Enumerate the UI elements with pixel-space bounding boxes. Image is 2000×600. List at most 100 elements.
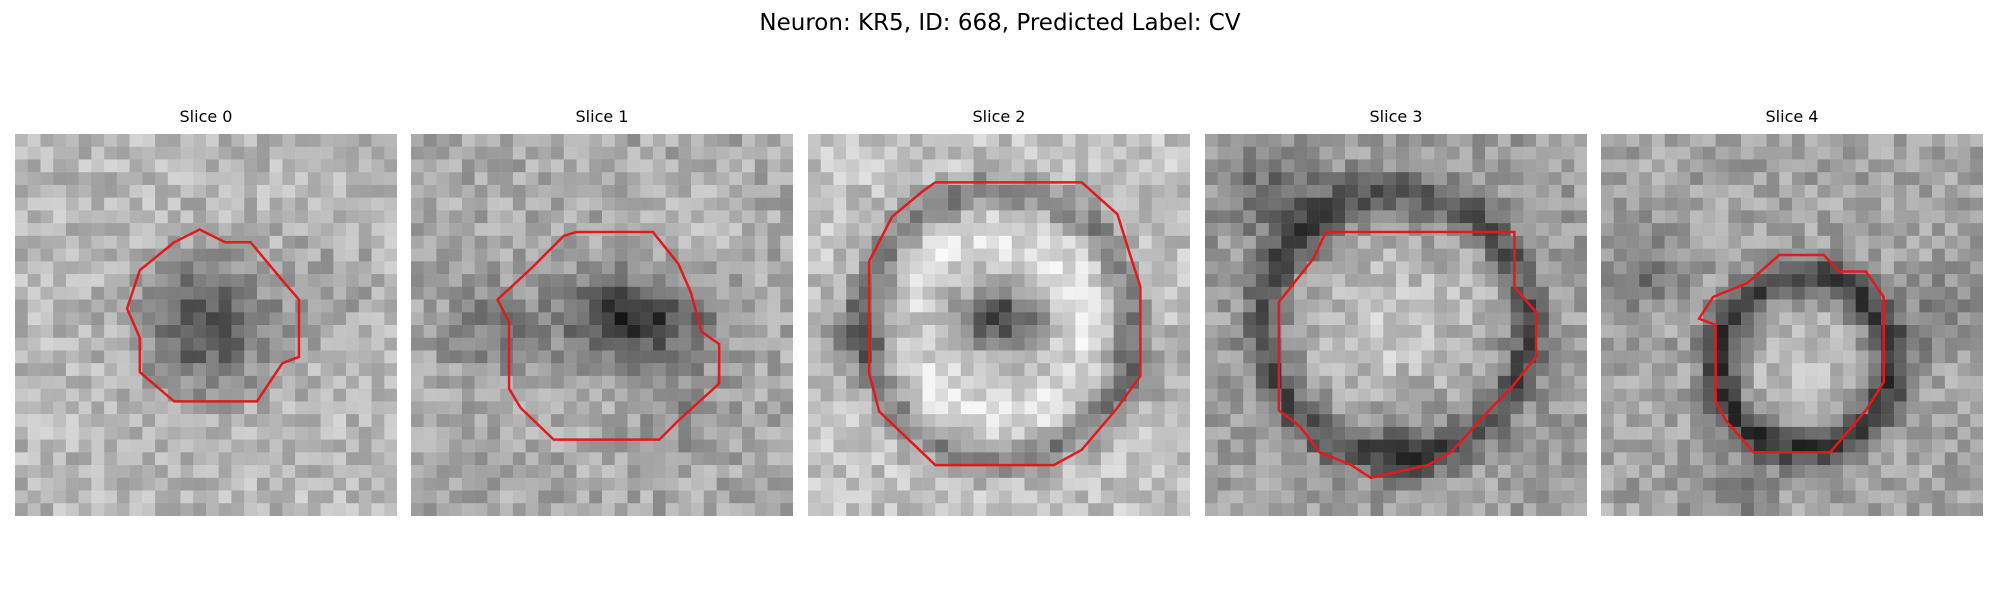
image-pixel: [1906, 172, 1920, 186]
image-pixel: [1830, 452, 1844, 466]
image-pixel: [206, 337, 219, 351]
image-pixel: [1639, 452, 1653, 466]
image-pixel: [960, 375, 974, 389]
image-pixel: [909, 134, 923, 147]
image-pixel: [1446, 325, 1460, 338]
image-pixel: [1906, 350, 1920, 364]
image-pixel: [53, 134, 67, 147]
image-pixel: [371, 261, 385, 275]
image-pixel: [333, 146, 347, 160]
image-pixel: [909, 159, 923, 173]
image-pixel: [1626, 210, 1640, 224]
image-pixel: [551, 426, 565, 440]
image-pixel: [307, 363, 321, 377]
image-pixel: [884, 452, 898, 466]
image-pixel: [909, 261, 923, 275]
image-pixel: [1396, 184, 1409, 198]
image-pixel: [1151, 452, 1165, 466]
image-pixel: [333, 235, 347, 249]
image-pixel: [1804, 503, 1818, 516]
image-pixel: [1893, 210, 1907, 224]
image-pixel: [91, 337, 105, 351]
image-pixel: [231, 223, 245, 237]
image-pixel: [1319, 197, 1333, 211]
image-pixel: [1370, 363, 1384, 377]
image-pixel: [1294, 172, 1308, 186]
image-pixel: [999, 401, 1012, 415]
image-pixel: [1472, 426, 1486, 440]
image-pixel: [1690, 159, 1704, 173]
image-pixel: [652, 477, 666, 491]
image-pixel: [1383, 388, 1397, 402]
image-pixel: [206, 503, 219, 516]
image-pixel: [40, 235, 54, 249]
image-pixel: [1919, 503, 1933, 516]
image-pixel: [833, 235, 847, 249]
image-pixel: [1715, 477, 1729, 491]
image-pixel: [65, 299, 79, 313]
image-pixel: [1088, 414, 1102, 428]
image-pixel: [1574, 401, 1587, 415]
image-pixel: [282, 337, 296, 351]
image-pixel: [614, 261, 628, 275]
image-pixel: [282, 261, 296, 275]
image-pixel: [167, 452, 181, 466]
image-pixel: [808, 439, 821, 453]
image-pixel: [1639, 159, 1653, 173]
image-pixel: [1626, 401, 1640, 415]
image-pixel: [40, 503, 54, 516]
image-pixel: [1472, 235, 1486, 249]
image-pixel: [1561, 388, 1575, 402]
slice-1-title: Slice 1: [575, 107, 629, 126]
image-pixel: [1062, 465, 1076, 479]
image-pixel: [729, 210, 743, 224]
image-pixel: [1164, 159, 1178, 173]
image-pixel: [820, 146, 834, 160]
image-pixel: [1383, 299, 1397, 313]
image-pixel: [729, 465, 743, 479]
image-pixel: [1906, 375, 1920, 389]
image-pixel: [884, 248, 898, 262]
image-pixel: [1561, 184, 1575, 198]
image-pixel: [1779, 363, 1793, 377]
image-pixel: [1561, 375, 1575, 389]
image-pixel: [1741, 363, 1755, 377]
image-pixel: [1855, 477, 1869, 491]
image-pixel: [116, 184, 130, 198]
image-pixel: [1601, 439, 1614, 453]
image-pixel: [1011, 223, 1025, 237]
image-pixel: [1062, 363, 1076, 377]
image-pixel: [436, 274, 450, 288]
image-pixel: [1281, 465, 1295, 479]
image-pixel: [1817, 286, 1831, 300]
image-pixel: [691, 350, 705, 364]
image-pixel: [142, 325, 156, 338]
image-pixel: [1472, 439, 1486, 453]
image-pixel: [346, 414, 360, 428]
image-pixel: [935, 134, 949, 147]
image-pixel: [1011, 503, 1025, 516]
image-pixel: [91, 172, 105, 186]
image-pixel: [1957, 223, 1971, 237]
image-pixel: [1893, 235, 1907, 249]
image-pixel: [1651, 197, 1665, 211]
image-pixel: [820, 172, 834, 186]
image-pixel: [40, 159, 54, 173]
image-pixel: [461, 286, 475, 300]
image-pixel: [602, 299, 615, 313]
image-pixel: [91, 350, 105, 364]
image-pixel: [256, 274, 270, 288]
image-pixel: [333, 248, 347, 262]
image-pixel: [1677, 146, 1691, 160]
image-pixel: [307, 197, 321, 211]
image-pixel: [1906, 261, 1920, 275]
image-pixel: [449, 401, 463, 415]
image-pixel: [897, 286, 911, 300]
image-pixel: [1408, 388, 1422, 402]
image-pixel: [1804, 274, 1818, 288]
image-pixel: [116, 426, 130, 440]
image-pixel: [1715, 401, 1729, 415]
image-pixel: [116, 235, 130, 249]
image-pixel: [307, 159, 321, 173]
image-pixel: [78, 325, 92, 338]
